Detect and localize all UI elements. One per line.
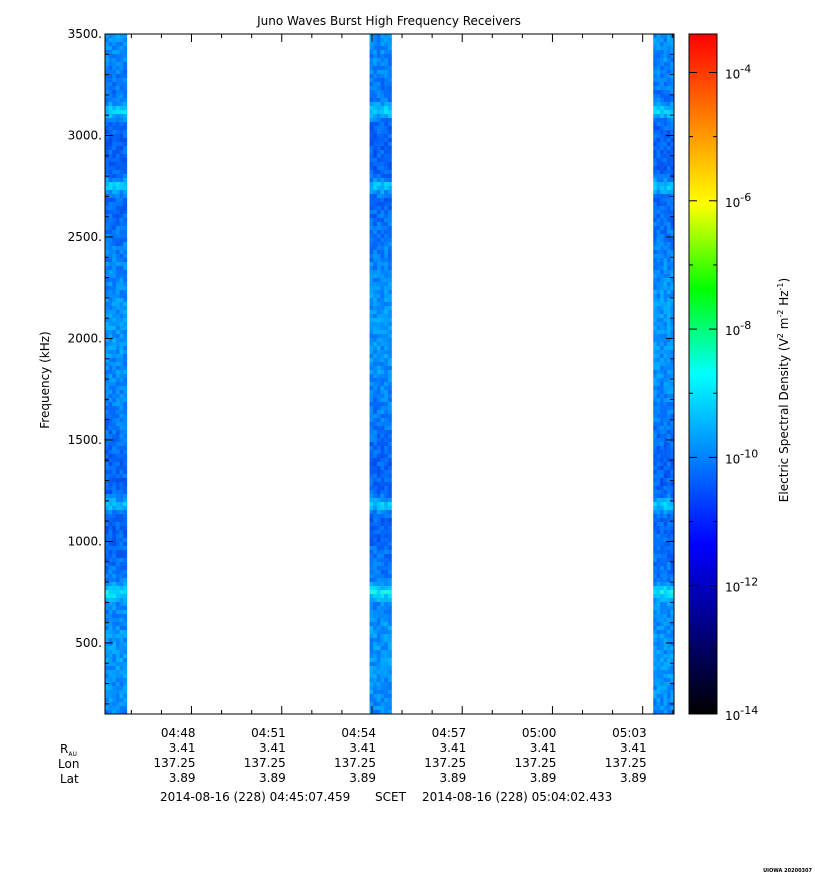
lat-value: 3.89 <box>349 771 376 785</box>
colorbar-ticks: 10-14 10-12 10-10 10-8 10-6 10-4 <box>689 62 758 723</box>
x-tick-label: 04:48 <box>161 726 196 740</box>
y-tick-label: 3000. <box>68 128 102 142</box>
lat-value: 3.89 <box>530 771 557 785</box>
x-tick-label: 04:54 <box>341 726 376 740</box>
y-tick-label: 2500. <box>68 230 102 244</box>
rau-value: 3.41 <box>349 741 376 755</box>
lon-value: 137.25 <box>424 756 466 770</box>
rau-row-label: RAU <box>60 742 77 758</box>
lat-value: 3.89 <box>169 771 196 785</box>
lon-row-label: Lon <box>58 757 79 771</box>
lat-value: 3.89 <box>620 771 647 785</box>
y-tick-label: 1000. <box>68 534 102 548</box>
rau-value: 3.41 <box>169 741 196 755</box>
colorbar-label: Electric Spectral Density (V2 m-2 Hz-1) <box>776 278 791 502</box>
plot-frame <box>104 33 675 715</box>
time-range-end: 2014-08-16 (228) 05:04:02.433 <box>422 790 612 804</box>
lon-value: 137.25 <box>334 756 376 770</box>
footer-credit: UIOWA 20200307 <box>763 868 812 874</box>
rau-value: 3.41 <box>439 741 466 755</box>
lon-value: 137.25 <box>514 756 556 770</box>
x-axis: 04:483.41137.253.8904:513.41137.253.8904… <box>130 34 674 785</box>
colorbar <box>688 33 718 715</box>
rau-value: 3.41 <box>259 741 286 755</box>
lat-value: 3.89 <box>439 771 466 785</box>
lat-value: 3.89 <box>259 771 286 785</box>
burst-column <box>369 34 392 714</box>
lon-value: 137.25 <box>154 756 196 770</box>
burst-column <box>653 34 674 714</box>
rau-value: 3.41 <box>620 741 647 755</box>
x-tick-label: 05:00 <box>522 726 557 740</box>
burst-column <box>105 34 128 714</box>
colorbar-tick-label: 10-10 <box>725 447 758 466</box>
y-axis-label: Frequency (kHz) <box>38 331 52 428</box>
burst-columns <box>105 34 674 714</box>
y-tick-label: 2000. <box>68 331 102 345</box>
y-tick-label: 500. <box>75 636 102 650</box>
y-tick-label: 1500. <box>68 433 102 447</box>
colorbar-tick-label: 10-12 <box>725 576 758 595</box>
colorbar-tick-label: 10-6 <box>725 191 751 210</box>
y-axis: 500. 1000. 1500. 2000. 2500. 3000. 3500. <box>68 27 674 705</box>
colorbar-tick-label: 10-8 <box>725 319 751 338</box>
colorbar-tick-label: 10-4 <box>725 62 751 81</box>
colorbar-tick-label: 10-14 <box>725 704 758 723</box>
x-tick-label: 04:51 <box>251 726 286 740</box>
chart-title: Juno Waves Burst High Frequency Receiver… <box>256 14 521 28</box>
ephemeris-row-labels: RAU Lon Lat <box>58 742 79 786</box>
x-tick-label: 05:03 <box>612 726 647 740</box>
time-range-scet: SCET <box>375 790 407 804</box>
x-tick-label: 04:57 <box>432 726 467 740</box>
lon-value: 137.25 <box>605 756 647 770</box>
rau-value: 3.41 <box>530 741 557 755</box>
lat-row-label: Lat <box>60 772 79 786</box>
time-range-start: 2014-08-16 (228) 04:45:07.459 <box>160 790 350 804</box>
lon-value: 137.25 <box>244 756 286 770</box>
y-tick-label: 3500. <box>68 27 102 41</box>
